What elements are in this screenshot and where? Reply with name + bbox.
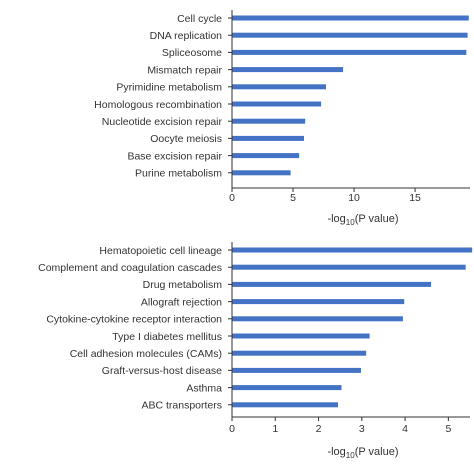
bar xyxy=(232,333,370,339)
x-axis-title-subscript: 10 xyxy=(346,218,355,227)
category-label: Base excision repair xyxy=(127,150,222,162)
category-label: Cell adhesion molecules (CAMs) xyxy=(70,348,222,360)
x-axis-title: -log10(P value) xyxy=(327,446,398,460)
x-tick-label: 1 xyxy=(272,423,278,435)
bar xyxy=(232,299,405,305)
bar xyxy=(232,350,367,356)
bar xyxy=(232,367,361,373)
bar xyxy=(232,67,344,73)
bar xyxy=(232,153,300,159)
x-axis-title: -log10(P value) xyxy=(327,213,398,227)
x-tick-label: 5 xyxy=(445,423,451,435)
bar xyxy=(232,385,342,391)
chart-bottom: Hematopoietic cell lineage Complement and… xyxy=(38,242,473,460)
x-axis-title-prefix: -log xyxy=(327,446,345,458)
category-label: Asthma xyxy=(186,382,222,394)
bar xyxy=(232,49,467,55)
bar xyxy=(232,101,322,107)
x-tick-label: 5 xyxy=(290,192,296,204)
bar xyxy=(232,247,473,253)
x-axis-title-suffix: (P value) xyxy=(355,446,399,458)
category-label: Cell cycle xyxy=(177,13,222,25)
category-label: Nucleotide excision repair xyxy=(102,116,223,128)
category-label: Graft-versus-host disease xyxy=(102,365,222,377)
category-label: Hematopoietic cell lineage xyxy=(99,245,222,257)
category-label: Homologous recombination xyxy=(94,99,222,111)
x-axis-title-prefix: -log xyxy=(327,213,345,225)
category-label: Spliceosome xyxy=(162,47,222,59)
category-label: Allograft rejection xyxy=(141,296,222,308)
bar xyxy=(232,402,339,408)
category-label: Cytokine-cytokine receptor interaction xyxy=(46,314,222,326)
x-axis-title-suffix: (P value) xyxy=(355,213,399,225)
category-label: Type I diabetes mellitus xyxy=(112,331,222,343)
bar xyxy=(232,15,469,21)
x-tick-label: 0 xyxy=(229,192,235,204)
x-tick-label: 0 xyxy=(229,423,235,435)
bar xyxy=(232,32,468,38)
bar xyxy=(232,264,466,270)
x-axis-title-subscript: 10 xyxy=(346,451,355,460)
category-label: Purine metabolism xyxy=(135,168,222,180)
x-tick-label: 2 xyxy=(316,423,322,435)
category-label: DNA replication xyxy=(150,30,223,42)
bar xyxy=(232,316,403,322)
bar xyxy=(232,281,432,287)
x-tick-label: 15 xyxy=(409,192,421,204)
x-tick-label: 3 xyxy=(359,423,365,435)
category-label: Complement and coagulation cascades xyxy=(38,262,222,274)
category-label: ABC transporters xyxy=(141,400,222,412)
category-label: Mismatch repair xyxy=(147,64,222,76)
bar xyxy=(232,84,326,90)
x-tick-label: 4 xyxy=(402,423,408,435)
bar xyxy=(232,118,306,124)
category-label: Oocyte meiosis xyxy=(150,133,222,145)
category-label: Drug metabolism xyxy=(143,279,223,291)
x-tick-label: 10 xyxy=(348,192,360,204)
bar xyxy=(232,135,305,141)
category-label: Pyrimidine metabolism xyxy=(116,82,222,94)
bar xyxy=(232,170,291,176)
chart-top: Cell cycle DNA replication Spliceosome Mism… xyxy=(94,10,470,227)
